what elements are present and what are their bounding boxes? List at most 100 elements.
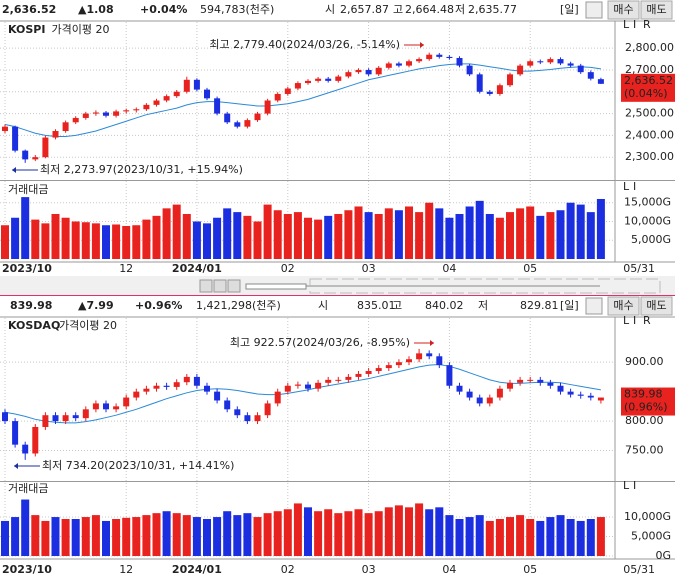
candle-body	[234, 409, 241, 416]
candle-body	[486, 397, 493, 404]
last-price-box	[621, 73, 675, 102]
candle-body	[507, 382, 513, 389]
candle-body	[153, 100, 160, 105]
trade-button[interactable]	[607, 296, 640, 316]
volume-bar	[415, 212, 424, 259]
candle-body	[597, 79, 604, 84]
candle-body	[92, 112, 99, 114]
volume-bar	[233, 515, 242, 556]
trade-button[interactable]	[607, 0, 640, 20]
candle-body	[496, 388, 503, 398]
axis-button: I	[633, 180, 636, 193]
volume-bar	[506, 517, 514, 556]
candle-body	[517, 379, 524, 383]
volume-bar	[1, 520, 9, 556]
ma-label: 가격이평 20	[59, 319, 117, 332]
candle-body	[12, 126, 19, 151]
y-tick-label: 2,700.00	[625, 63, 674, 76]
volume-bar	[91, 515, 100, 556]
y-tick-label: 15,000G	[624, 196, 671, 209]
y-tick-label: 750.00	[625, 444, 664, 457]
volume-bar	[516, 515, 525, 556]
volume-bar	[384, 208, 393, 259]
scroll-bar[interactable]	[245, 283, 307, 290]
toolbar	[0, 276, 675, 297]
candle-body	[244, 120, 251, 127]
volume-bar	[41, 223, 50, 259]
tool-icons[interactable]	[309, 278, 661, 294]
volume-bar	[182, 213, 191, 259]
candle-body	[406, 61, 412, 66]
volume-bar	[556, 210, 565, 259]
volume-bar	[314, 219, 323, 259]
candle-body	[214, 391, 221, 401]
volume-bar	[152, 513, 161, 556]
candle-body	[183, 79, 190, 92]
volume-bar	[293, 212, 302, 259]
x-tick-label: 2024/01	[172, 262, 222, 275]
candle-body	[557, 59, 564, 64]
high-note: 최고 922.57(2024/03/26, -8.95%)	[230, 336, 410, 349]
volume-bar	[172, 513, 181, 556]
candle-body	[294, 83, 301, 89]
y-tick-label: 2,500.00	[625, 107, 674, 120]
volume-bar	[122, 225, 131, 259]
candle-body	[547, 59, 554, 63]
volume-bar	[51, 517, 60, 556]
candle-body	[486, 91, 493, 94]
volume-bar	[253, 221, 262, 259]
volume-bar	[344, 511, 353, 556]
toolbar-button[interactable]	[213, 279, 227, 293]
settings-button[interactable]	[585, 297, 603, 315]
candle-body	[345, 72, 352, 77]
header-field: 1,421,298(천주)	[196, 298, 281, 312]
candle-body	[446, 365, 453, 386]
candle-body	[305, 384, 311, 389]
volume-bar	[485, 213, 494, 259]
candle-body	[315, 382, 322, 389]
x-tick-label: 05	[523, 563, 537, 576]
volume-bar	[132, 225, 141, 259]
y-tick-label: 800.00	[625, 414, 664, 427]
volume-bar	[122, 517, 131, 556]
volume-bar	[354, 206, 363, 259]
axis-button: R	[643, 18, 651, 31]
candle-body	[113, 111, 120, 116]
settings-button[interactable]	[585, 1, 603, 19]
trade-button[interactable]	[640, 0, 673, 20]
candle-body	[103, 112, 109, 116]
header-field: 835.01	[357, 299, 396, 312]
toolbar-button[interactable]	[199, 279, 213, 293]
volume-bar	[283, 509, 292, 556]
candle-body	[123, 110, 130, 112]
candle-body	[466, 391, 473, 398]
volume-bar	[465, 206, 474, 259]
axis-button: L	[623, 314, 630, 327]
volume-bar	[384, 507, 393, 556]
volume-bar	[455, 213, 464, 259]
candle-body	[325, 379, 332, 383]
candle-body	[355, 373, 362, 377]
candle-body	[2, 126, 8, 132]
candle-body	[224, 400, 231, 410]
volume-bar	[506, 212, 514, 259]
candle-body	[133, 109, 140, 111]
volume-bar	[415, 503, 424, 556]
volume-bar	[495, 217, 504, 259]
candle-body	[335, 379, 342, 381]
trade-button[interactable]	[640, 296, 673, 316]
candle-body	[204, 89, 210, 99]
volume-bar	[172, 204, 181, 259]
axis-button: L	[623, 18, 630, 31]
candle-body	[183, 376, 190, 383]
ma-label: 가격이평 20	[52, 23, 110, 36]
toolbar-button[interactable]	[227, 279, 241, 293]
header-field: +0.96%	[135, 299, 182, 312]
header-field: 시	[325, 3, 335, 16]
candle-body	[173, 91, 180, 97]
volume-bar	[223, 511, 232, 556]
volume-bar	[182, 515, 191, 556]
candle-body	[507, 74, 513, 86]
candle-body	[22, 444, 29, 454]
